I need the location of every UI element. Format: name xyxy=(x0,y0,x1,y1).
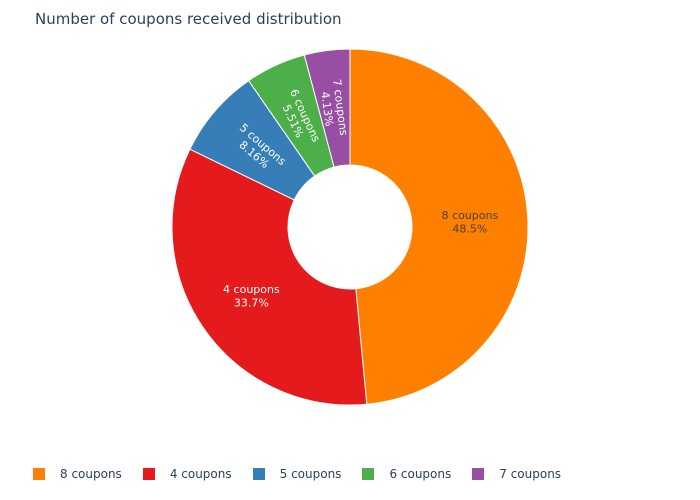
slice-7-coupons[interactable] xyxy=(303,48,351,168)
legend-label: 7 coupons xyxy=(499,467,562,481)
slice-label-name: 8 coupons xyxy=(442,209,499,222)
legend-label: 4 coupons xyxy=(169,467,232,481)
slice-label-percent: 4.13% xyxy=(318,91,335,127)
legend: 8 coupons 4 coupons 5 coupons 6 coupons 7 co… xyxy=(33,466,582,482)
legend-item-4-coupons[interactable]: 4 coupons xyxy=(142,467,232,481)
legend-swatch xyxy=(33,468,45,480)
legend-item-6-coupons[interactable]: 6 coupons xyxy=(362,467,451,481)
slice-4-coupons[interactable] xyxy=(171,148,368,406)
legend-swatch xyxy=(362,468,375,480)
legend-swatch xyxy=(252,468,265,480)
slice-label-8-coupons: 8 coupons 48.5% xyxy=(442,209,499,235)
slices-group xyxy=(171,48,529,406)
slice-label-4-coupons: 4 coupons 33.7% xyxy=(223,283,280,309)
legend-item-8-coupons[interactable]: 8 coupons xyxy=(33,467,122,481)
slice-label-7-coupons: 7 coupons4.13% xyxy=(317,78,350,138)
slice-8-coupons[interactable] xyxy=(349,48,529,405)
legend-label: 6 coupons xyxy=(389,467,452,481)
legend-label: 5 coupons xyxy=(279,467,342,481)
legend-swatch xyxy=(472,468,485,480)
slice-label-percent: 48.5% xyxy=(452,222,487,235)
legend-item-5-coupons[interactable]: 5 coupons xyxy=(252,467,342,481)
legend-label: 8 coupons xyxy=(60,467,122,481)
legend-item-7-coupons[interactable]: 7 coupons xyxy=(472,467,561,481)
legend-swatch xyxy=(142,468,155,480)
slice-label-name: 4 coupons xyxy=(223,283,280,296)
slice-label-percent: 33.7% xyxy=(234,296,269,309)
chart-title: Number of coupons received distribution xyxy=(35,10,342,28)
